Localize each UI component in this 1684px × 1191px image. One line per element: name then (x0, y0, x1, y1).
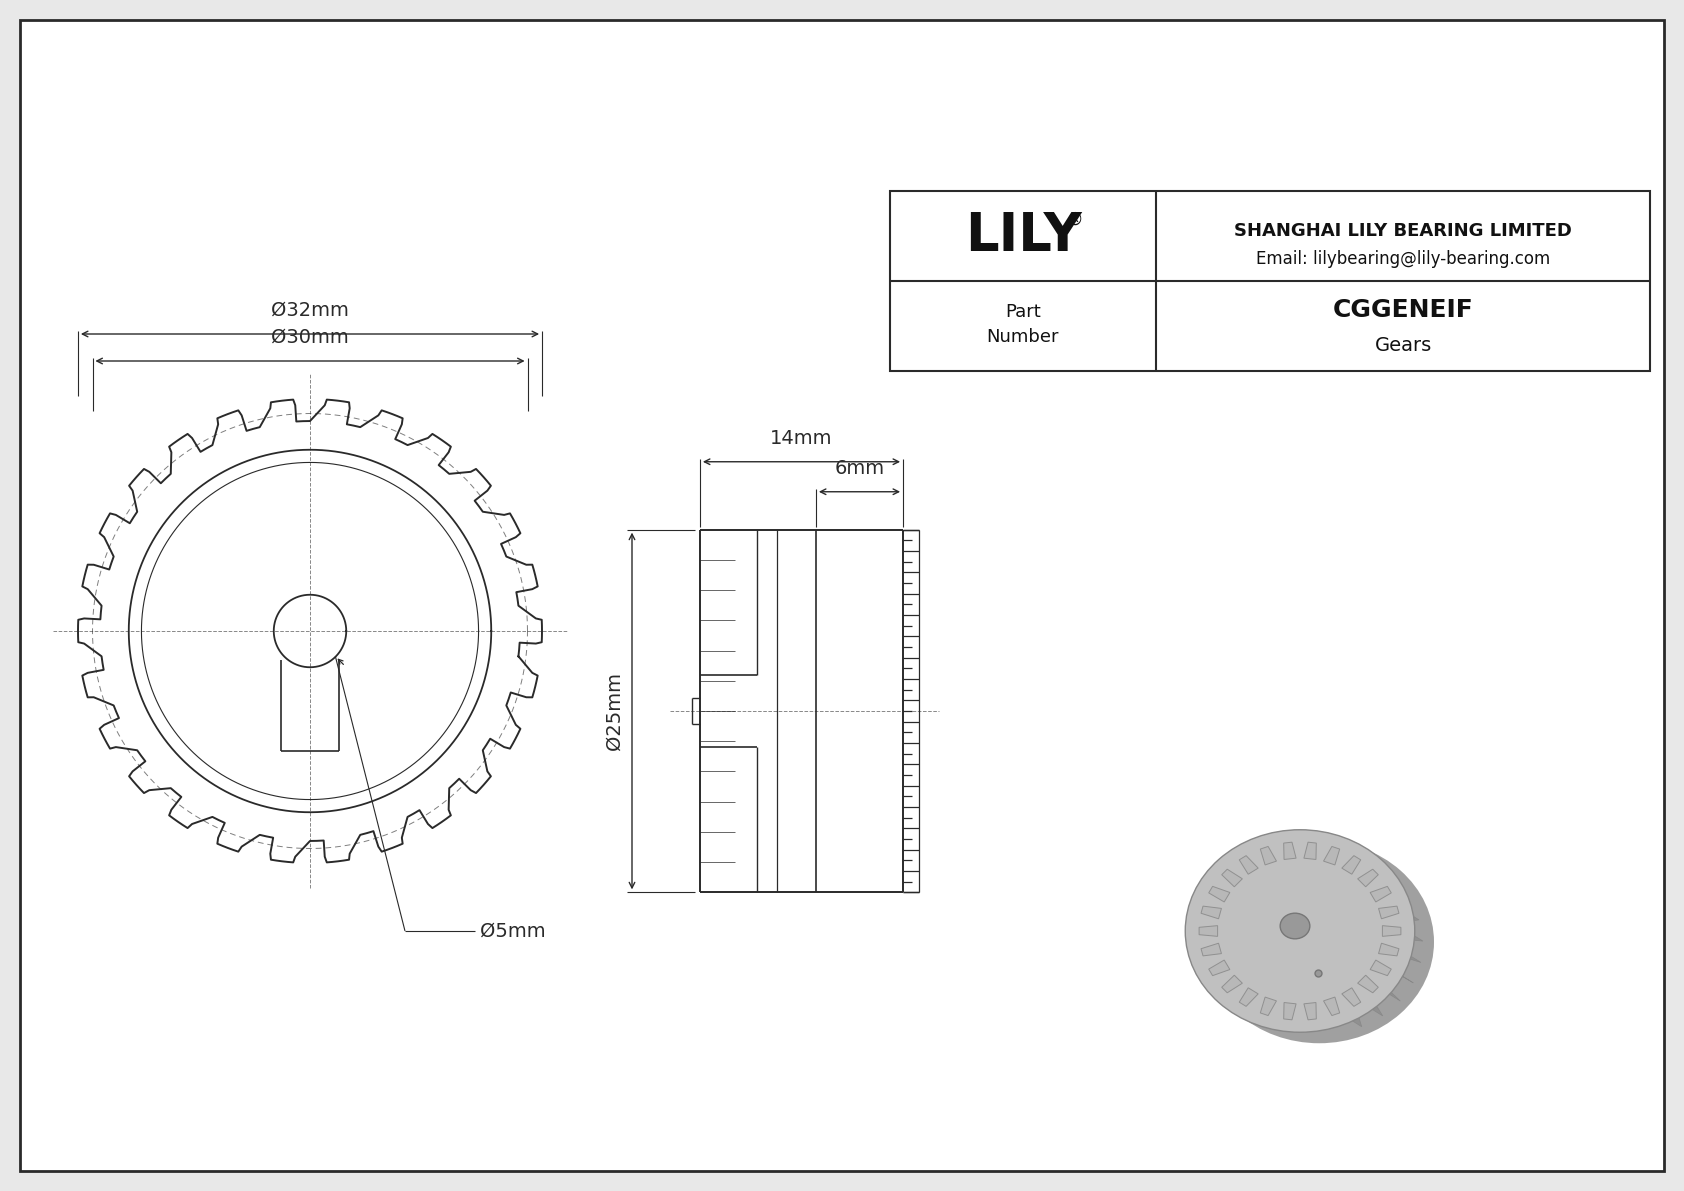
Polygon shape (1260, 997, 1276, 1016)
Polygon shape (1357, 869, 1378, 887)
Polygon shape (1283, 1003, 1297, 1019)
Ellipse shape (1186, 830, 1415, 1033)
Polygon shape (1379, 943, 1399, 956)
Polygon shape (1209, 886, 1229, 902)
Polygon shape (1283, 842, 1297, 860)
Polygon shape (1303, 842, 1317, 860)
Polygon shape (1324, 847, 1340, 865)
Text: LILY: LILY (965, 210, 1081, 262)
Polygon shape (1239, 987, 1258, 1006)
Polygon shape (1199, 925, 1218, 936)
Text: ®: ® (1066, 211, 1083, 229)
Polygon shape (1221, 869, 1243, 887)
Polygon shape (1379, 943, 1399, 956)
Bar (891, 191, 1650, 372)
Polygon shape (1201, 906, 1221, 918)
Polygon shape (1324, 847, 1340, 865)
Polygon shape (1371, 886, 1391, 902)
Polygon shape (1201, 943, 1221, 956)
Polygon shape (1383, 925, 1401, 936)
Polygon shape (1379, 906, 1399, 918)
Polygon shape (1260, 847, 1276, 865)
Text: Ø30mm: Ø30mm (271, 328, 349, 347)
Text: 6mm: 6mm (835, 459, 884, 478)
Polygon shape (1324, 997, 1340, 1016)
Polygon shape (1379, 906, 1399, 918)
Polygon shape (1209, 960, 1229, 975)
Ellipse shape (1186, 830, 1415, 1033)
Polygon shape (1357, 975, 1378, 993)
Polygon shape (1342, 855, 1361, 874)
Text: 14mm: 14mm (770, 429, 834, 448)
Polygon shape (1283, 842, 1297, 860)
Polygon shape (1376, 960, 1413, 983)
Polygon shape (1209, 960, 1229, 975)
Polygon shape (1357, 869, 1394, 892)
Polygon shape (1371, 886, 1391, 902)
Polygon shape (1342, 987, 1361, 1006)
Text: Gears: Gears (1374, 336, 1431, 355)
Polygon shape (1379, 906, 1420, 922)
Polygon shape (1324, 997, 1340, 1016)
Polygon shape (1342, 855, 1376, 881)
Polygon shape (1383, 925, 1401, 936)
Text: Ø5mm: Ø5mm (480, 922, 546, 941)
Polygon shape (1342, 855, 1361, 874)
Polygon shape (1303, 842, 1317, 860)
Polygon shape (1381, 943, 1421, 962)
Polygon shape (1324, 847, 1354, 875)
Text: Email: lilybearing@lily-bearing.com: Email: lilybearing@lily-bearing.com (1256, 250, 1551, 268)
Polygon shape (1366, 975, 1401, 1000)
Ellipse shape (1204, 841, 1435, 1043)
Polygon shape (1371, 960, 1391, 975)
Polygon shape (1371, 960, 1391, 975)
Polygon shape (1239, 987, 1258, 1006)
Polygon shape (1260, 847, 1276, 865)
Polygon shape (1239, 855, 1258, 874)
Text: SHANGHAI LILY BEARING LIMITED: SHANGHAI LILY BEARING LIMITED (1234, 222, 1571, 239)
Polygon shape (1199, 925, 1218, 936)
Text: CGGENEIF: CGGENEIF (1332, 298, 1474, 322)
Polygon shape (1239, 855, 1258, 874)
Polygon shape (1352, 987, 1383, 1016)
Polygon shape (1260, 997, 1276, 1016)
Polygon shape (1383, 925, 1423, 941)
Polygon shape (1221, 975, 1243, 993)
Polygon shape (1357, 975, 1378, 993)
Polygon shape (1357, 869, 1378, 887)
Polygon shape (1221, 975, 1243, 993)
Polygon shape (1303, 1003, 1317, 1019)
Text: Ø32mm: Ø32mm (271, 301, 349, 320)
Polygon shape (1221, 869, 1243, 887)
Polygon shape (1201, 906, 1221, 918)
Polygon shape (1209, 886, 1229, 902)
Polygon shape (1303, 1003, 1317, 1019)
Polygon shape (1283, 1003, 1297, 1019)
Polygon shape (1335, 997, 1362, 1027)
Text: Part
Number: Part Number (987, 303, 1059, 345)
Ellipse shape (1280, 913, 1310, 939)
Polygon shape (1342, 987, 1361, 1006)
Polygon shape (1201, 943, 1221, 956)
Text: Ø25mm: Ø25mm (605, 672, 625, 750)
Polygon shape (1371, 886, 1410, 906)
